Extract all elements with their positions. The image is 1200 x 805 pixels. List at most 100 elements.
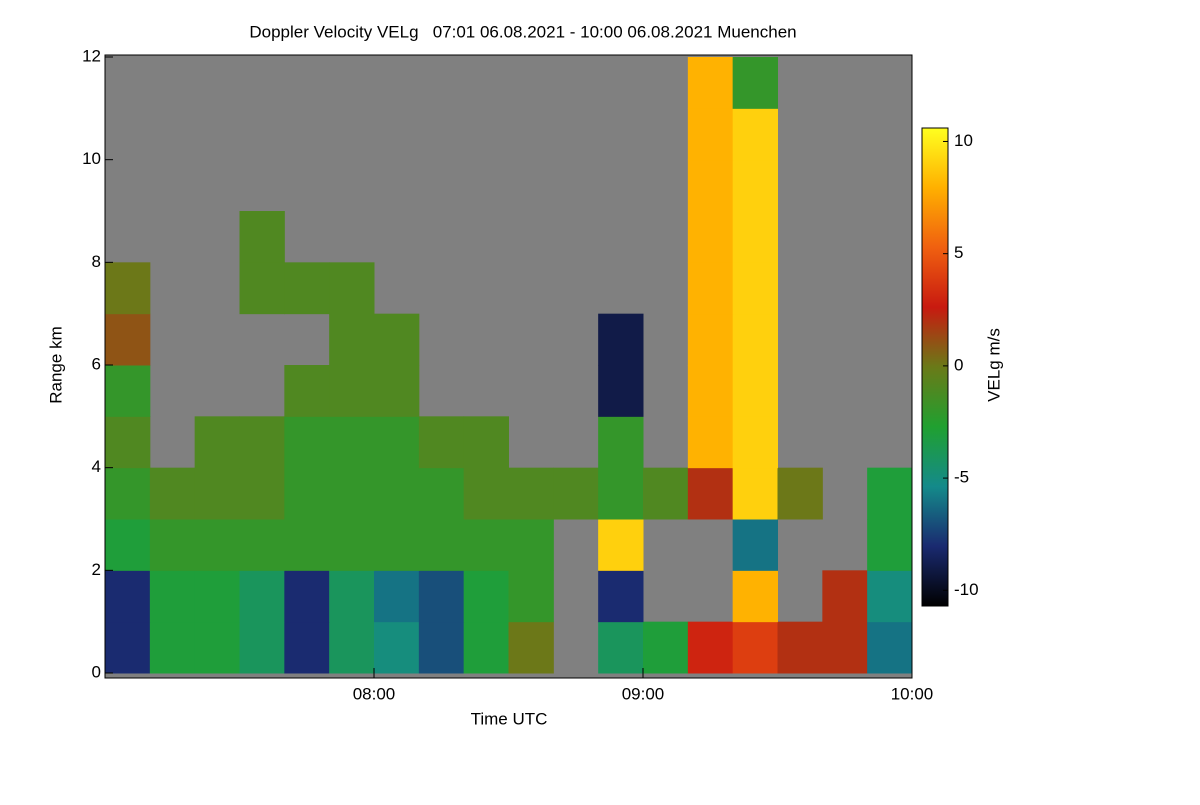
heatmap-cell bbox=[194, 519, 240, 571]
heatmap-cell bbox=[687, 262, 734, 315]
heatmap-cell bbox=[463, 519, 509, 571]
heatmap-cell bbox=[732, 108, 778, 161]
heatmap-cell bbox=[284, 570, 330, 623]
heatmap-cell bbox=[598, 519, 644, 571]
heatmap-cell bbox=[374, 621, 420, 674]
heatmap-cell bbox=[284, 262, 330, 315]
heatmap-cell bbox=[732, 313, 778, 366]
heatmap-cell bbox=[598, 365, 644, 417]
heatmap-cell bbox=[508, 467, 554, 520]
heatmap-cell bbox=[598, 621, 644, 674]
heatmap-cell bbox=[508, 621, 554, 674]
heatmap-cell bbox=[239, 621, 285, 674]
heatmap-cell bbox=[374, 416, 420, 469]
chart-title: Doppler Velocity VELg 07:01 06.08.2021 -… bbox=[249, 22, 796, 41]
heatmap-cell bbox=[194, 621, 240, 674]
heatmap-cell bbox=[194, 467, 240, 520]
heatmap-cell bbox=[463, 570, 509, 623]
heatmap-cell bbox=[643, 621, 689, 674]
heatmap-cell bbox=[105, 519, 151, 571]
heatmap-cell bbox=[105, 570, 151, 623]
heatmap-cell bbox=[687, 467, 734, 520]
heatmap-cell bbox=[284, 416, 330, 469]
heatmap-cell bbox=[239, 519, 285, 571]
y-axis-label: Range km bbox=[46, 326, 65, 403]
heatmap-cell bbox=[732, 570, 778, 623]
heatmap-cell bbox=[329, 519, 375, 571]
heatmap-cell bbox=[105, 621, 151, 674]
heatmap-cell bbox=[149, 570, 196, 623]
x-tick-label: 10:00 bbox=[891, 684, 934, 703]
y-tick-label: 12 bbox=[82, 46, 101, 65]
colorbar-tick-label: 5 bbox=[954, 243, 963, 262]
heatmap-cell bbox=[374, 467, 420, 520]
heatmap-cell bbox=[822, 570, 868, 623]
heatmap-cell bbox=[687, 211, 734, 263]
heatmap-cell bbox=[732, 262, 778, 315]
heatmap-cell bbox=[463, 467, 509, 520]
heatmap-cell bbox=[105, 467, 151, 520]
heatmap-cell bbox=[105, 365, 151, 417]
heatmap-cell bbox=[194, 570, 240, 623]
heatmap-cell bbox=[508, 519, 554, 571]
heatmap-cell bbox=[105, 416, 151, 469]
heatmap-cell bbox=[284, 621, 330, 674]
heatmap-cell bbox=[732, 211, 778, 263]
heatmap-cell bbox=[329, 262, 375, 315]
heatmap-cell bbox=[687, 57, 734, 109]
plot-frame bbox=[104, 54, 913, 679]
heatmap-cell bbox=[239, 570, 285, 623]
heatmap-cell bbox=[329, 416, 375, 469]
colorbar-tick-label: 10 bbox=[954, 131, 973, 150]
heatmap-cell bbox=[732, 57, 778, 109]
heatmap-cell bbox=[149, 621, 196, 674]
heatmap-cell bbox=[598, 313, 644, 366]
heatmap-cell bbox=[418, 416, 465, 469]
heatmap-cell bbox=[329, 570, 375, 623]
heatmap-cell bbox=[374, 313, 420, 366]
heatmap-cell bbox=[687, 416, 734, 469]
colorbar-tick-label: -5 bbox=[954, 468, 969, 487]
heatmap-cell bbox=[732, 621, 778, 674]
heatmap-cell bbox=[687, 108, 734, 161]
x-tick-label: 09:00 bbox=[622, 684, 665, 703]
colorbar-label: VELg m/s bbox=[984, 328, 1003, 402]
heatmap-cell bbox=[687, 365, 734, 417]
heatmap-cell bbox=[732, 365, 778, 417]
heatmap-cell bbox=[239, 262, 285, 315]
heatmap-cell bbox=[418, 570, 465, 623]
heatmap-cell bbox=[687, 621, 734, 674]
heatmap-cell bbox=[867, 467, 913, 520]
y-tick-label: 0 bbox=[92, 662, 101, 681]
heatmap-cell bbox=[867, 519, 913, 571]
heatmap-cell bbox=[643, 467, 689, 520]
heatmap-cell bbox=[239, 467, 285, 520]
y-tick-label: 4 bbox=[92, 457, 101, 476]
heatmap-cell bbox=[374, 365, 420, 417]
heatmap-cell bbox=[239, 211, 285, 263]
heatmap-cell bbox=[418, 467, 465, 520]
heatmap-cell bbox=[463, 416, 509, 469]
heatmap-cell bbox=[329, 365, 375, 417]
heatmap-cell bbox=[105, 262, 151, 315]
heatmap-cell bbox=[598, 570, 644, 623]
heatmap-cell bbox=[777, 467, 823, 520]
heatmap-cell bbox=[284, 467, 330, 520]
heatmap-cell bbox=[822, 621, 868, 674]
heatmap-cell bbox=[284, 519, 330, 571]
heatmap-cell bbox=[732, 467, 778, 520]
heatmap-cell bbox=[687, 313, 734, 366]
heatmap-cell bbox=[194, 416, 240, 469]
x-tick-label: 08:00 bbox=[353, 684, 396, 703]
heatmap-cell bbox=[598, 416, 644, 469]
heatmap-cell bbox=[284, 365, 330, 417]
heatmap-cell bbox=[732, 159, 778, 212]
heatmap-cell bbox=[418, 621, 465, 674]
x-axis-label: Time UTC bbox=[471, 709, 548, 728]
heatmap-cell bbox=[329, 621, 375, 674]
heatmap-cell bbox=[374, 570, 420, 623]
y-tick-label: 10 bbox=[82, 149, 101, 168]
y-tick-label: 6 bbox=[92, 354, 101, 373]
heatmap-cell bbox=[867, 621, 913, 674]
